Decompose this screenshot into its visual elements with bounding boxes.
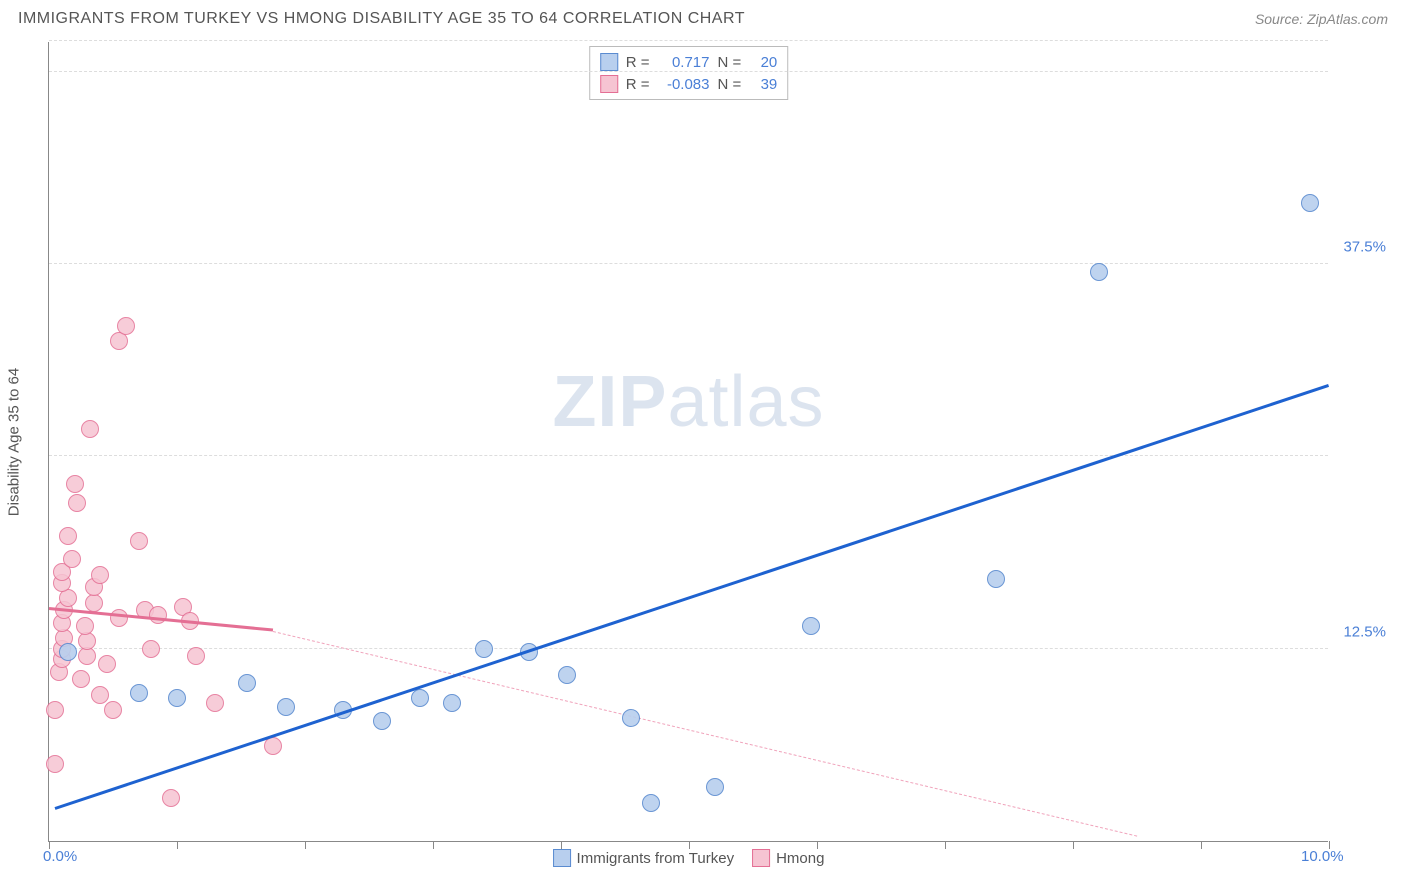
- r-value-series2: -0.083: [658, 76, 710, 93]
- data-point: [66, 475, 84, 493]
- watermark-bold: ZIP: [552, 362, 667, 442]
- x-tick: [689, 841, 690, 849]
- data-point: [59, 643, 77, 661]
- data-point: [642, 794, 660, 812]
- data-point: [46, 701, 64, 719]
- data-point: [130, 532, 148, 550]
- data-point: [110, 332, 128, 350]
- legend-row-series2: R = -0.083 N = 39: [600, 73, 778, 95]
- data-point: [81, 420, 99, 438]
- n-label: N =: [718, 76, 742, 93]
- data-point: [91, 566, 109, 584]
- gridline-h: [49, 40, 1328, 41]
- y-tick-label: 37.5%: [1343, 239, 1386, 256]
- legend-label-series1: Immigrants from Turkey: [577, 850, 735, 867]
- watermark-light: atlas: [667, 362, 824, 442]
- n-value-series1: 20: [749, 54, 777, 71]
- chart-container: Disability Age 35 to 64 ZIPatlas R = 0.7…: [48, 42, 1388, 842]
- data-point: [706, 778, 724, 796]
- legend-swatch-series1: [553, 849, 571, 867]
- data-point: [168, 689, 186, 707]
- correlation-legend: R = 0.717 N = 20 R = -0.083 N = 39: [589, 46, 789, 100]
- data-point: [78, 632, 96, 650]
- chart-title: IMMIGRANTS FROM TURKEY VS HMONG DISABILI…: [18, 10, 745, 28]
- data-point: [110, 609, 128, 627]
- gridline-h: [49, 455, 1328, 456]
- x-tick: [945, 841, 946, 849]
- data-point: [72, 670, 90, 688]
- legend-label-series2: Hmong: [776, 850, 824, 867]
- data-point: [558, 666, 576, 684]
- x-tick: [177, 841, 178, 849]
- data-point: [85, 594, 103, 612]
- x-tick: [561, 841, 562, 849]
- r-label: R =: [626, 76, 650, 93]
- data-point: [443, 694, 461, 712]
- data-point: [63, 550, 81, 568]
- data-point: [802, 617, 820, 635]
- data-point: [98, 655, 116, 673]
- n-label: N =: [718, 54, 742, 71]
- x-tick: [1073, 841, 1074, 849]
- data-point: [187, 647, 205, 665]
- data-point: [277, 698, 295, 716]
- data-point: [104, 701, 122, 719]
- r-label: R =: [626, 54, 650, 71]
- data-point: [46, 755, 64, 773]
- watermark: ZIPatlas: [552, 361, 824, 443]
- y-tick-label: 12.5%: [1343, 623, 1386, 640]
- data-point: [475, 640, 493, 658]
- source-label: Source: ZipAtlas.com: [1255, 11, 1388, 27]
- legend-row-series1: R = 0.717 N = 20: [600, 51, 778, 73]
- data-point: [91, 686, 109, 704]
- r-value-series1: 0.717: [658, 54, 710, 71]
- data-point: [238, 674, 256, 692]
- gridline-h: [49, 71, 1328, 72]
- data-point: [622, 709, 640, 727]
- legend-swatch-series1: [600, 53, 618, 71]
- data-point: [76, 617, 94, 635]
- plot-area: ZIPatlas R = 0.717 N = 20 R = -0.083 N =…: [48, 42, 1328, 842]
- y-axis-title: Disability Age 35 to 64: [6, 368, 23, 516]
- series-legend: Immigrants from Turkey Hmong: [553, 849, 825, 867]
- legend-swatch-series2: [600, 75, 618, 93]
- data-point: [142, 640, 160, 658]
- trend-line: [55, 384, 1330, 810]
- data-point: [59, 589, 77, 607]
- x-tick-label: 10.0%: [1301, 848, 1344, 865]
- x-tick: [433, 841, 434, 849]
- data-point: [59, 527, 77, 545]
- gridline-h: [49, 648, 1328, 649]
- data-point: [206, 694, 224, 712]
- data-point: [130, 684, 148, 702]
- x-tick-label: 0.0%: [43, 848, 77, 865]
- data-point: [373, 712, 391, 730]
- gridline-h: [49, 263, 1328, 264]
- data-point: [987, 570, 1005, 588]
- data-point: [78, 647, 96, 665]
- data-point: [411, 689, 429, 707]
- legend-swatch-series2: [752, 849, 770, 867]
- n-value-series2: 39: [749, 76, 777, 93]
- legend-item-series2: Hmong: [752, 849, 824, 867]
- legend-item-series1: Immigrants from Turkey: [553, 849, 735, 867]
- x-tick: [817, 841, 818, 849]
- trend-line: [273, 631, 1137, 837]
- data-point: [162, 789, 180, 807]
- data-point: [68, 494, 86, 512]
- x-tick: [305, 841, 306, 849]
- data-point: [1301, 194, 1319, 212]
- x-tick: [1201, 841, 1202, 849]
- data-point: [1090, 263, 1108, 281]
- data-point: [117, 317, 135, 335]
